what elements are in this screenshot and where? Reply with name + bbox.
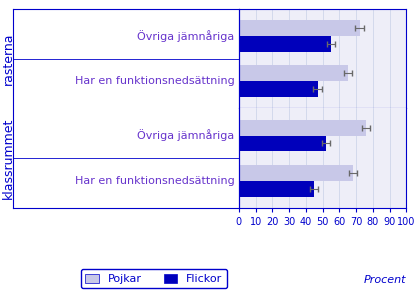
Bar [239, 135, 326, 151]
Text: Övriga jämnåriga: Övriga jämnåriga [137, 30, 235, 42]
Text: Har en funktionsnedsättning: Har en funktionsnedsättning [75, 176, 235, 186]
Text: Procent: Procent [364, 275, 406, 285]
Text: rasterna: rasterna [2, 32, 15, 85]
Bar [239, 120, 366, 135]
Text: Har en funktionsnedsättning: Har en funktionsnedsättning [75, 76, 235, 86]
Bar [239, 36, 331, 52]
Text: klassrummet: klassrummet [2, 118, 15, 199]
Text: Övriga jämnåriga: Övriga jämnåriga [137, 129, 235, 141]
Legend: Pojkar, Flickor: Pojkar, Flickor [81, 269, 227, 288]
Bar [239, 65, 348, 81]
Bar [239, 181, 314, 197]
Bar [239, 20, 360, 36]
Bar [239, 165, 353, 181]
Bar [239, 81, 318, 97]
